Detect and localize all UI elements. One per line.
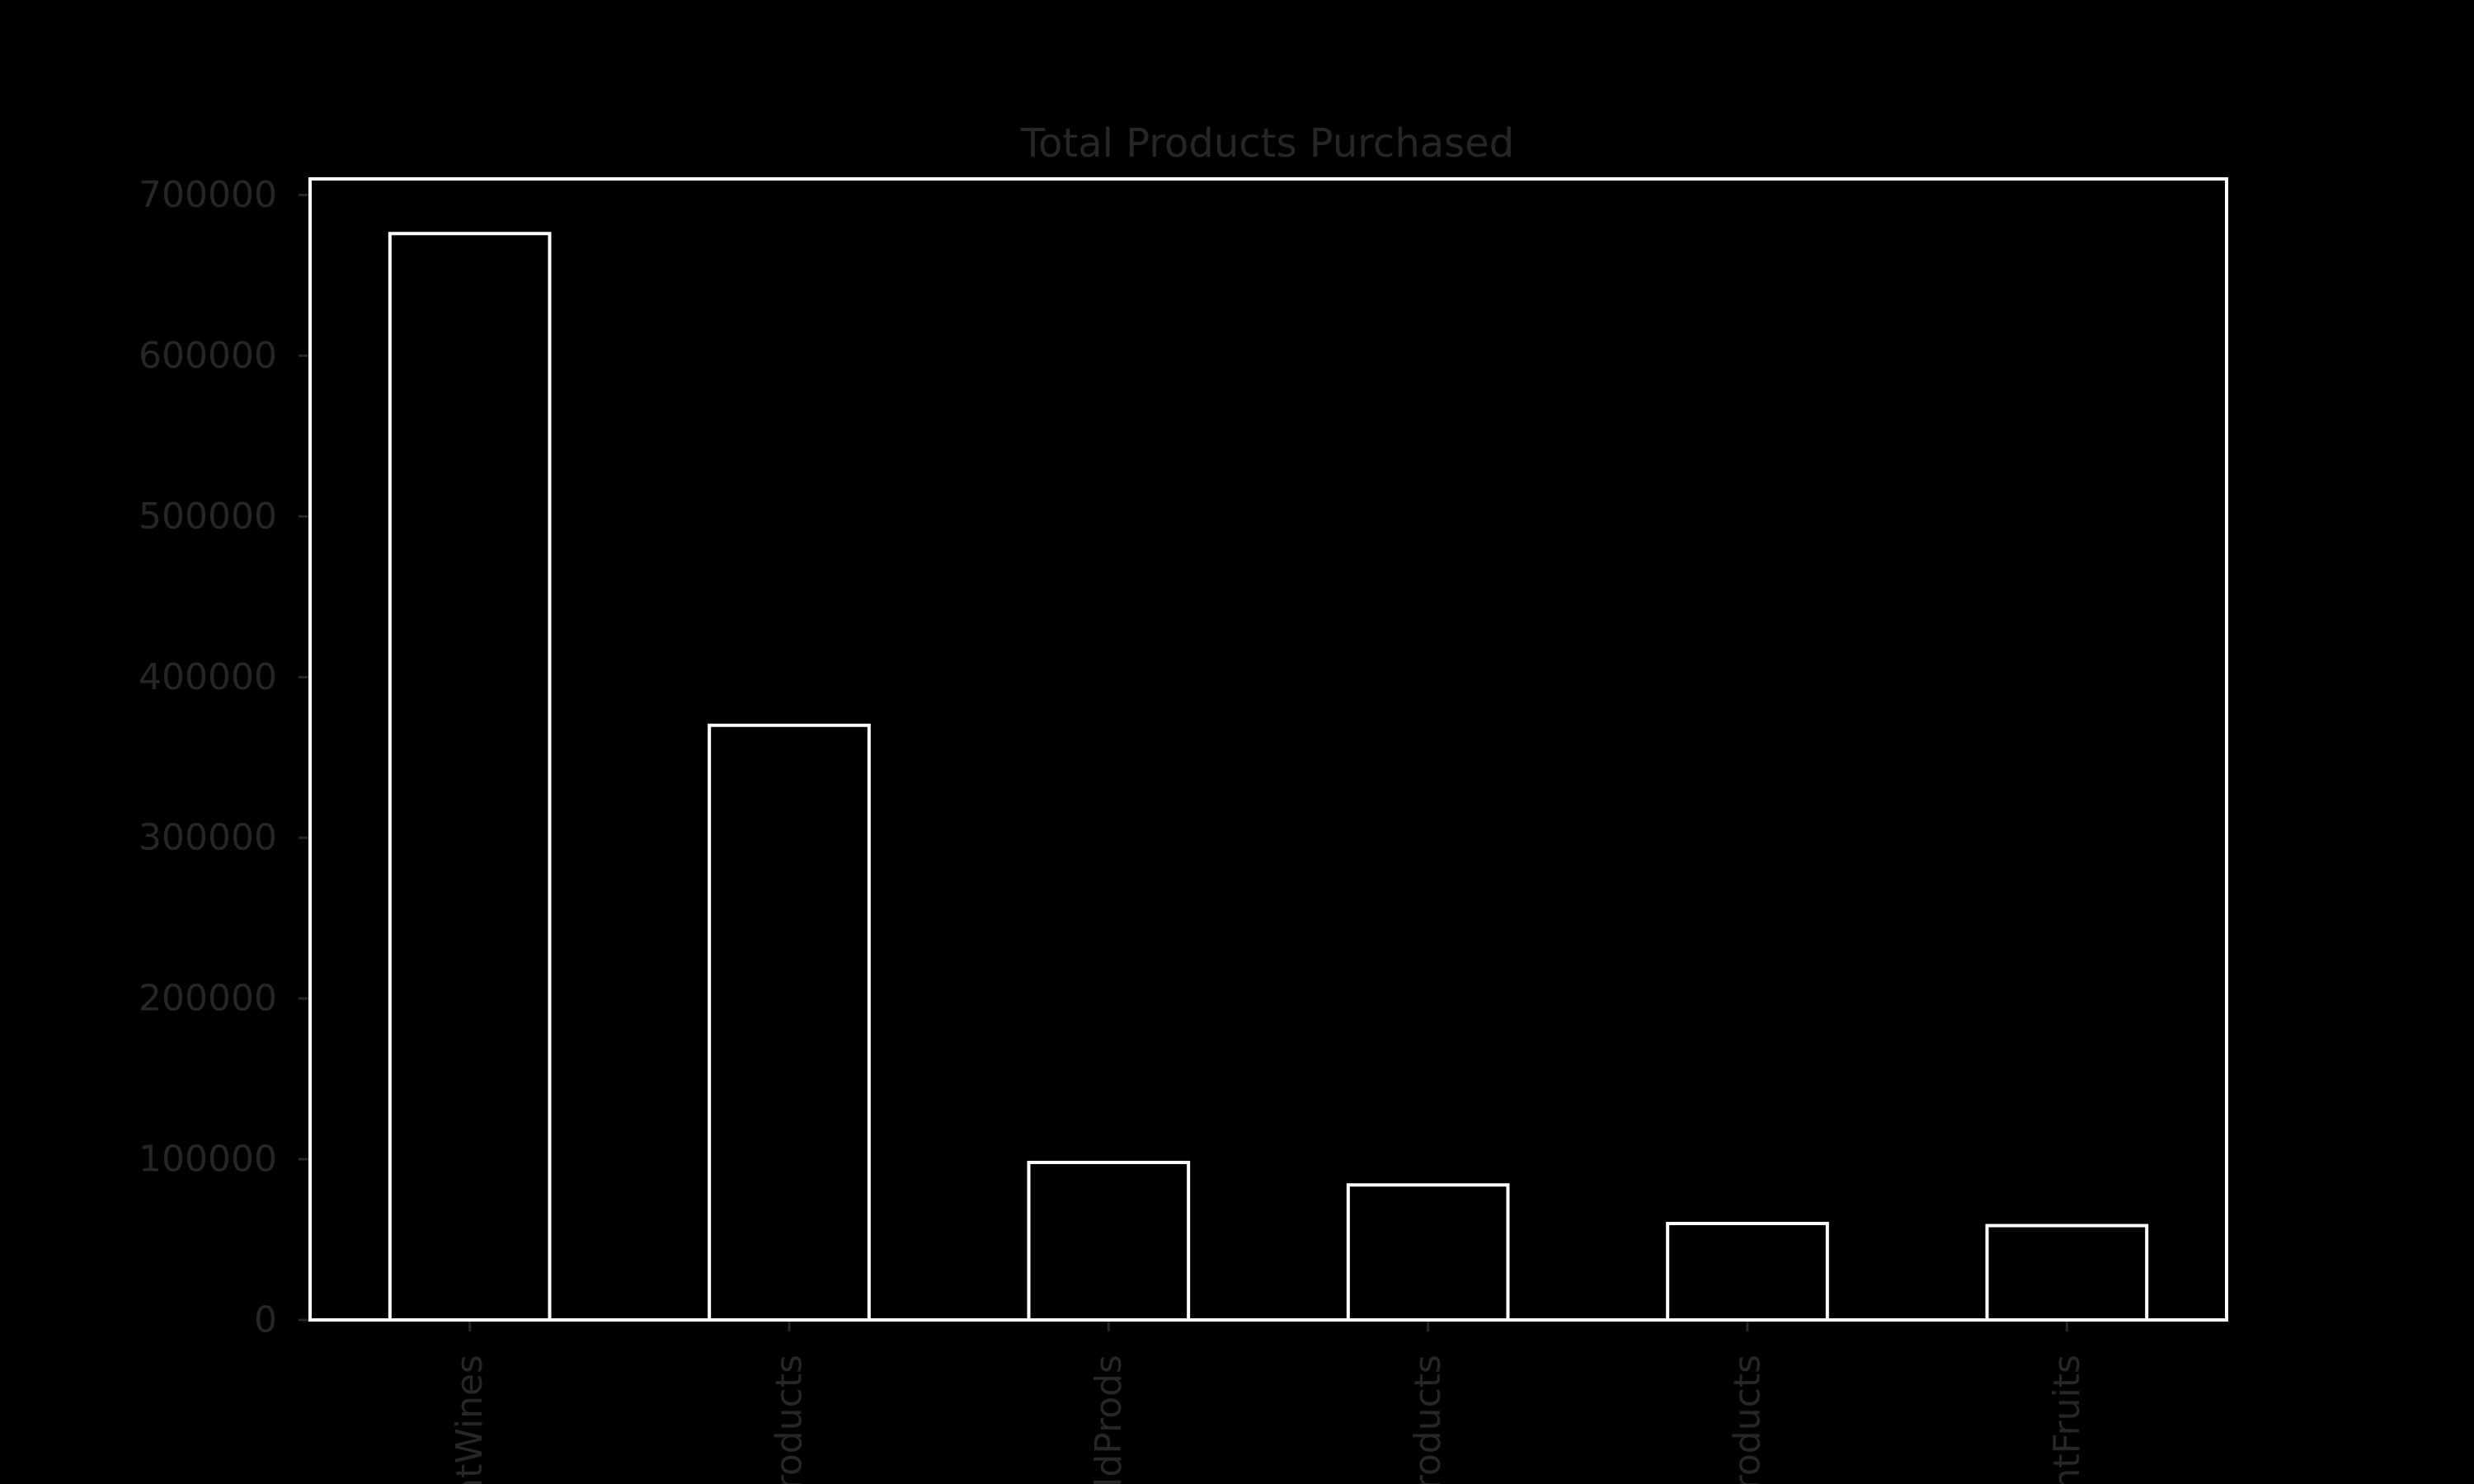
bar-MntWines xyxy=(388,232,552,1322)
y-tick-label: 300000 xyxy=(139,817,277,859)
bar-MntGoldProds xyxy=(1027,1160,1191,1322)
y-tick-label: 100000 xyxy=(139,1139,277,1181)
x-tick-label-MntFishProducts: MntFishProducts xyxy=(1407,1355,1449,1484)
bars-layer xyxy=(388,232,2149,1322)
bar-MntMeatProducts xyxy=(708,723,871,1322)
y-tick-label: 600000 xyxy=(139,335,277,377)
bar-MntFishProducts xyxy=(1346,1183,1510,1322)
x-tick-label-MntSweetProducts: MntSweetProducts xyxy=(1727,1355,1769,1484)
y-tick-label: 200000 xyxy=(139,978,277,1020)
x-tick-label-MntGoldProds: MntGoldProds xyxy=(1088,1355,1130,1484)
x-axis-ticks: MntWines MntMeatProducts MntGoldProds MntFi… xyxy=(449,1320,2088,1484)
y-tick-label: 0 xyxy=(254,1299,277,1341)
bar-MntFruits xyxy=(1985,1223,2149,1322)
x-tick-label-MntMeatProducts: MntMeatProducts xyxy=(769,1355,811,1484)
plot-frame xyxy=(308,177,2228,1322)
y-tick-label: 400000 xyxy=(139,656,277,698)
x-tick-label-MntWines: MntWines xyxy=(449,1355,491,1484)
x-tick-label-MntFruits: MntFruits xyxy=(2046,1355,2088,1484)
bar-MntSweetProducts xyxy=(1666,1222,1829,1322)
y-tick-label: 500000 xyxy=(139,495,277,538)
chart-title: Total Products Purchased xyxy=(1020,120,1514,167)
y-axis-ticks: 0 100000 200000 300000 400000 500000 600000 700… xyxy=(139,174,310,1341)
y-tick-label: 700000 xyxy=(139,174,277,216)
